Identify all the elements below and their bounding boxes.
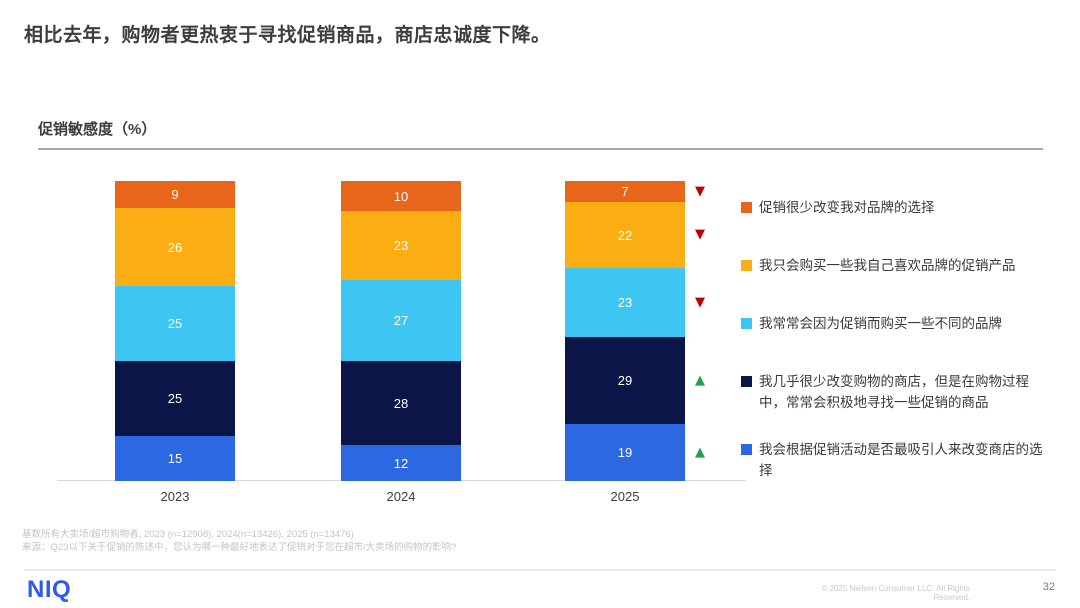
legend-label: 我几乎很少改变购物的商店，但是在购物过程中，常常会积极地寻找一些促销的商品 xyxy=(759,374,1029,410)
footer-divider xyxy=(24,569,1056,571)
bar-segment-2025-3: 23 xyxy=(565,268,685,337)
legend-label: 我只会购买一些我自己喜欢品牌的促销产品 xyxy=(759,258,1016,273)
page-number: 32 xyxy=(1042,581,1055,593)
x-axis-label-2025: 2025 xyxy=(610,489,640,504)
legend-label: 我常常会因为促销而购买一些不同的品牌 xyxy=(759,316,1002,331)
bar-segment-2024-4: 28 xyxy=(341,361,461,445)
bar-segment-2024-3: 27 xyxy=(341,280,461,361)
bar-segment-2025-1: 7 xyxy=(565,181,685,202)
bar-segment-2023-3: 25 xyxy=(115,286,235,361)
bar-segment-2025-4: 29 xyxy=(565,337,685,424)
bar-value-label: 29 xyxy=(617,373,633,388)
bar-value-label: 25 xyxy=(167,391,183,406)
bar-segment-2023-4: 25 xyxy=(115,361,235,436)
bar-value-label: 9 xyxy=(171,187,179,202)
footnote-source: 来源：Q23以下关于促销的陈述中，您认为哪一种最好地表达了促销对于您在超市/大卖… xyxy=(22,542,457,553)
legend-item: 我几乎很少改变购物的商店，但是在购物过程中，常常会积极地寻找一些促销的商品 xyxy=(741,371,1043,413)
niq-logo: NIQ xyxy=(27,576,72,603)
bar-value-label: 23 xyxy=(393,238,409,253)
trend-up-icon: ▲ xyxy=(695,444,705,460)
bar-value-label: 7 xyxy=(621,184,629,199)
legend-item: 我只会购买一些我自己喜欢品牌的促销产品 xyxy=(741,255,1043,276)
footnote-base: 基数所有大卖场/超市购物者, 2023 (n=12908), 2024(n=13… xyxy=(22,529,354,540)
legend-item: 促销很少改变我对品牌的选择 xyxy=(741,197,1043,218)
legend-swatch-icon xyxy=(741,444,752,455)
legend-item: 我会根据促销活动是否最吸引人来改变商店的选择 xyxy=(741,439,1043,481)
bar-value-label: 22 xyxy=(617,227,633,243)
footnotes: 基数所有大卖场/超市购物者, 2023 (n=12908), 2024(n=13… xyxy=(22,528,456,554)
legend-swatch-icon xyxy=(741,318,752,329)
legend-swatch-icon xyxy=(741,202,752,213)
trend-up-icon: ▲ xyxy=(695,372,705,388)
bar-value-label: 12 xyxy=(393,455,409,471)
bar-segment-2023-5: 15 xyxy=(115,436,235,481)
bar-segment-2024-2: 23 xyxy=(341,211,461,280)
bar-value-label: 19 xyxy=(617,445,633,460)
bar-segment-2023-2: 26 xyxy=(115,208,235,286)
bar-value-label: 28 xyxy=(393,395,409,411)
trend-down-icon: ▼ xyxy=(695,183,705,199)
bar-value-label: 15 xyxy=(167,451,183,466)
bar-value-label: 26 xyxy=(167,239,183,255)
bar-value-label: 10 xyxy=(393,188,409,204)
legend-label: 我会根据促销活动是否最吸引人来改变商店的选择 xyxy=(759,442,1043,478)
bar-segment-2025-5: 19 xyxy=(565,424,685,481)
bar-segment-2023-1: 9 xyxy=(115,181,235,208)
bar-segment-2025-2: 22 xyxy=(565,202,685,268)
legend-label: 促销很少改变我对品牌的选择 xyxy=(759,200,935,215)
legend-swatch-icon xyxy=(741,376,752,387)
x-axis-label-2024: 2024 xyxy=(386,489,416,504)
bar-value-label: 23 xyxy=(617,295,633,310)
chart-legend: 促销很少改变我对品牌的选择我只会购买一些我自己喜欢品牌的促销产品 我常常会因为促销… xyxy=(741,197,1043,481)
page-title: 相比去年，购物者更热衷于寻找促销商品，商店忠诚度下降。 xyxy=(24,25,551,46)
copyright-text: © 2025 Nielsen Consumer LLC. All Rights … xyxy=(821,584,970,602)
legend-item: 我常常会因为促销而购买一些不同的品牌 xyxy=(741,313,1043,334)
bar-segment-2024-1: 10 xyxy=(341,181,461,211)
bar-value-label: 27 xyxy=(393,313,409,328)
chart-title: 促销敏感度（%） xyxy=(38,118,1043,150)
trend-down-icon: ▼ xyxy=(695,227,705,242)
legend-swatch-icon xyxy=(741,260,752,271)
x-axis-label-2023: 2023 xyxy=(160,489,190,504)
bar-segment-2024-5: 12 xyxy=(341,445,461,481)
bar-value-label: 25 xyxy=(167,316,183,331)
trend-down-icon: ▼ xyxy=(695,294,705,310)
